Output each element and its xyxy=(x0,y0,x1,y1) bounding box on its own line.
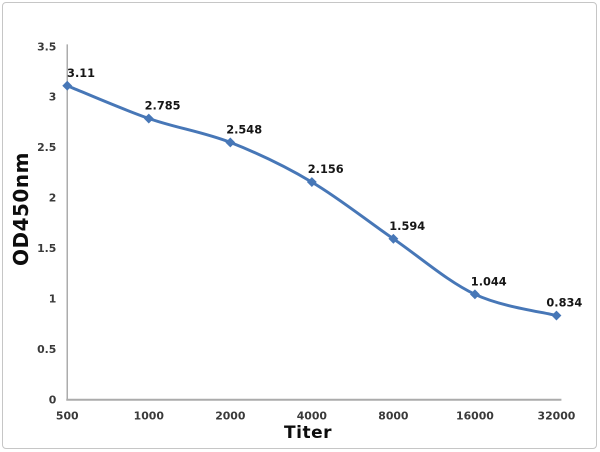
data-point-label: 2.156 xyxy=(308,162,344,176)
data-point-label: 2.548 xyxy=(226,123,262,137)
data-point-marker xyxy=(62,80,73,91)
chart-canvas: 0 0.5 1 1.5 2 2.5 3 3.5 500 1000 2000 4000 8000 16000… xyxy=(37,40,582,422)
x-tick-label: 500 xyxy=(56,409,79,422)
x-tick-label: 4000 xyxy=(297,409,328,422)
data-point-marker xyxy=(469,289,480,300)
data-point-marker xyxy=(143,113,154,124)
x-tick-label: 1000 xyxy=(134,409,165,422)
y-axis-title: OD450nm xyxy=(9,152,33,266)
y-tick-label: 0 xyxy=(49,394,57,407)
x-tick-label: 16000 xyxy=(456,409,494,422)
y-tick-label: 1.5 xyxy=(37,242,56,255)
data-point-label: 1.044 xyxy=(471,274,507,288)
data-point-marker xyxy=(225,137,236,148)
x-tick-label: 2000 xyxy=(215,409,246,422)
x-tick-label: 8000 xyxy=(378,409,409,422)
data-point-label: 1.594 xyxy=(389,219,425,233)
y-tick-label: 2.5 xyxy=(37,141,56,154)
data-point-label: 3.11 xyxy=(67,66,95,80)
data-point-marker xyxy=(551,310,562,321)
x-axis-title: Titer xyxy=(284,423,332,443)
y-tick-label: 0.5 xyxy=(37,343,56,356)
x-tick-label: 32000 xyxy=(538,409,576,422)
data-point-label: 2.785 xyxy=(145,99,181,113)
data-point-marker xyxy=(306,177,317,187)
y-tick-label: 2 xyxy=(49,192,57,205)
y-tick-label: 3.5 xyxy=(37,40,56,53)
y-tick-label: 1 xyxy=(49,293,57,306)
data-point-label: 0.834 xyxy=(546,296,582,310)
y-tick-label: 3 xyxy=(49,91,57,104)
